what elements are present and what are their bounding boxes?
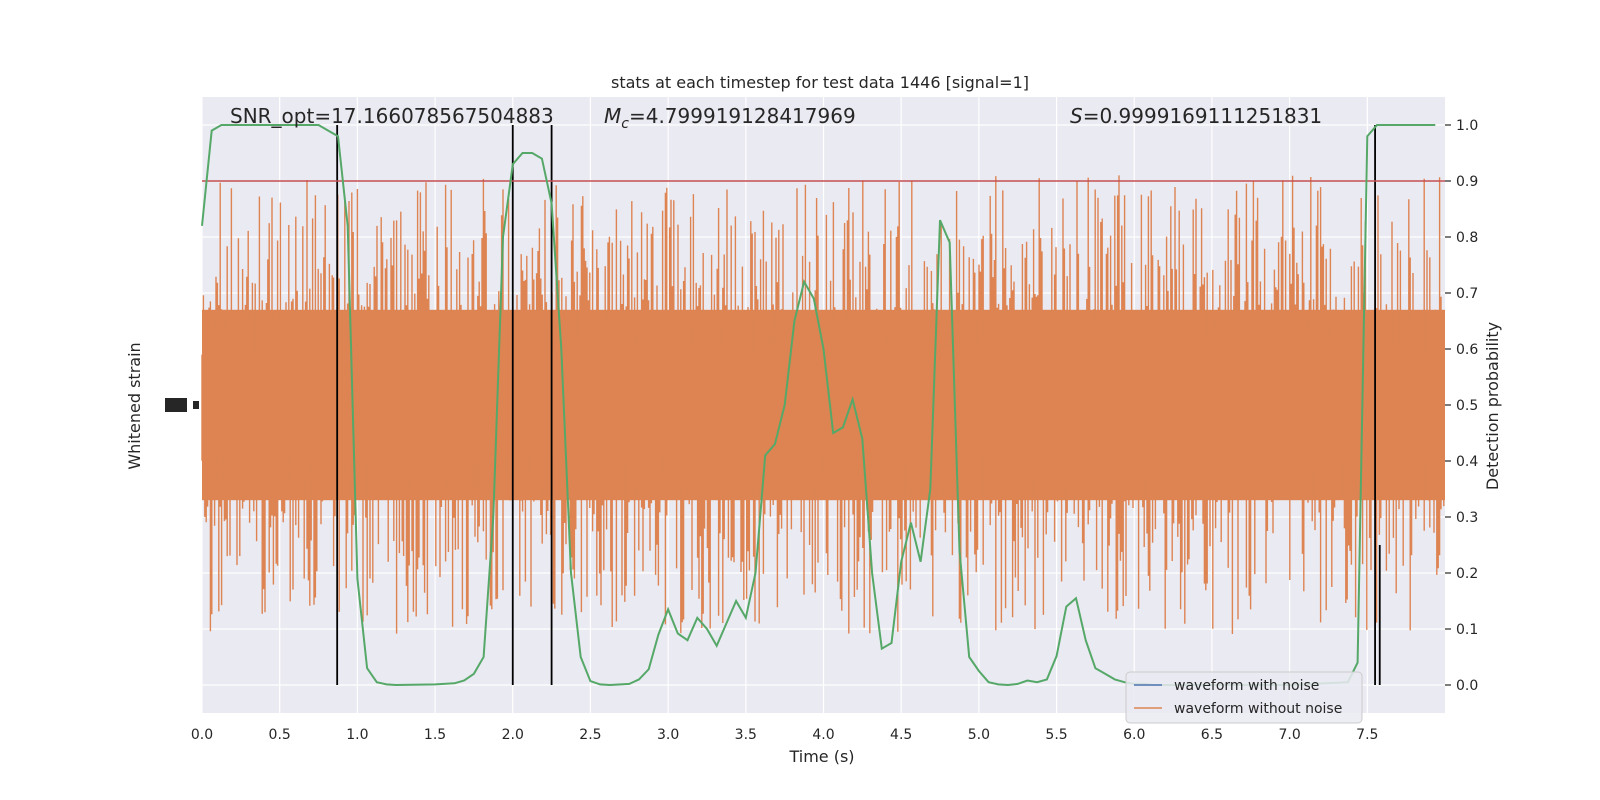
x-tick-label: 5.5 <box>1045 727 1067 743</box>
right-axis-ticks: 0.0 0.1 0.2 0.3 0.4 0.5 0.6 0.7 0.8 0.9 1.0 <box>1445 118 1478 694</box>
detection-probability-series <box>201 124 1436 687</box>
left-tick-cluster <box>165 398 187 412</box>
legend-label-without-noise: waveform without noise <box>1174 701 1342 717</box>
stat-symbol: S <box>1070 104 1083 128</box>
x-tick-label: 2.0 <box>502 727 524 743</box>
y-tick-label: 0.8 <box>1456 230 1478 246</box>
chirp-mass-value: =4.799919128417969 <box>629 104 856 128</box>
x-tick-label: 2.5 <box>579 727 601 743</box>
x-tick-label: 4.5 <box>890 727 912 743</box>
x-axis-ticks: 0.0 0.5 1.0 1.5 2.0 2.5 3.0 3.5 4.0 4.5 5.0 5.5 6.0 6… <box>191 727 1379 743</box>
legend-box <box>1125 671 1363 724</box>
waveform-without-noise-series <box>201 175 1445 634</box>
y-tick-label: 0.3 <box>1456 510 1478 526</box>
x-tick-label: 7.0 <box>1278 727 1300 743</box>
chirp-mass-annotation: Mc=4.799919128417969 <box>604 104 856 132</box>
x-tick-label: 6.5 <box>1201 727 1223 743</box>
x-tick-label: 1.5 <box>424 727 446 743</box>
noise-spikes <box>201 175 1445 634</box>
x-tick-label: 6.0 <box>1123 727 1145 743</box>
y-tick-label: 1.0 <box>1456 118 1478 134</box>
stat-annotation: S=0.9999169111251831 <box>1070 104 1322 128</box>
legend-label-with-noise: waveform with noise <box>1174 678 1319 694</box>
x-axis-label: Time (s) <box>788 747 854 766</box>
y-tick-label: 0.0 <box>1456 678 1478 694</box>
x-tick-label: 4.0 <box>812 727 834 743</box>
y-tick-label: 0.1 <box>1456 622 1478 638</box>
y-tick-label: 0.4 <box>1456 454 1478 470</box>
snr-annotation: SNR_opt=17.166078567504883 <box>230 104 554 128</box>
chirp-mass-subscript: c <box>621 116 629 132</box>
y-tick-label: 0.7 <box>1456 286 1478 302</box>
left-tick-mark <box>193 401 199 409</box>
x-tick-label: 0.5 <box>269 727 291 743</box>
right-y-axis-label: Detection probability <box>1483 322 1502 490</box>
stat-value: =0.9999169111251831 <box>1083 104 1322 128</box>
y-tick-label: 0.5 <box>1456 398 1478 414</box>
legend: waveform with noise waveform without noi… <box>1125 671 1363 724</box>
left-axis-tick-cluster <box>165 398 199 412</box>
detection-probability-line <box>201 124 1436 687</box>
x-tick-label: 7.5 <box>1356 727 1378 743</box>
left-y-axis-label: Whitened strain <box>125 342 144 469</box>
y-tick-label: 0.9 <box>1456 174 1478 190</box>
chirp-mass-symbol: M <box>604 104 621 128</box>
y-tick-label: 0.6 <box>1456 342 1478 358</box>
x-tick-label: 5.0 <box>968 727 990 743</box>
chart-title: stats at each timestep for test data 144… <box>611 73 1029 92</box>
x-tick-label: 0.0 <box>191 727 213 743</box>
x-tick-label: 3.5 <box>735 727 757 743</box>
x-tick-label: 1.0 <box>346 727 368 743</box>
x-tick-label: 3.0 <box>657 727 679 743</box>
y-tick-label: 0.2 <box>1456 566 1478 582</box>
